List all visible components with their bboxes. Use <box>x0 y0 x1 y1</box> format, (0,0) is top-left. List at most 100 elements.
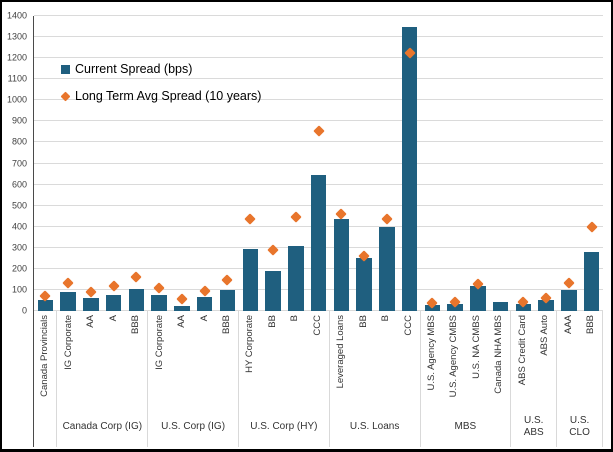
bar-slot <box>375 16 398 311</box>
category-label-cell: BB <box>352 311 374 406</box>
category-label-cell: BBB <box>216 311 238 406</box>
bar-slot <box>512 16 535 311</box>
current-spread-bar <box>310 175 327 311</box>
group-label: MBS <box>454 420 477 432</box>
long-term-avg-diamond <box>130 271 143 283</box>
category-label-cell: BBB <box>580 311 602 406</box>
category-label: BB <box>266 315 278 328</box>
current-spread-bar <box>151 295 167 311</box>
category-label-cell: B <box>284 311 306 406</box>
y-tick-label: 400 <box>11 221 27 232</box>
category-label-cell: U.S. Agency CMBS <box>443 311 465 406</box>
category-label: A <box>198 315 210 322</box>
long-term-avg-diamond <box>176 293 188 306</box>
category-label-cell: B <box>375 311 397 406</box>
category-tick-row: U.S. Agency MBS U.S. Agency CMBS U.S. NA C… <box>421 311 511 406</box>
y-tick-label: 1300 <box>6 31 27 42</box>
category-label-cell: U.S. Agency MBS <box>421 311 443 406</box>
gridline <box>34 57 603 59</box>
category-label-cell: AA <box>171 311 193 406</box>
group-label: U.S. CLO <box>569 415 590 438</box>
y-tick-label: 800 <box>11 136 27 147</box>
category-label: CCC <box>311 315 323 336</box>
gridline <box>34 78 603 80</box>
category-group: U.S. Agency MBS U.S. Agency CMBS U.S. NA C… <box>419 311 511 447</box>
category-tick-row: Canada Provincials <box>34 311 56 406</box>
current-spread-bar <box>470 285 486 311</box>
bar-group <box>512 16 558 311</box>
category-label-cell: HY Corporate <box>239 311 261 406</box>
current-spread-bar <box>379 226 395 311</box>
long-term-avg-diamond <box>244 213 256 226</box>
category-label: IG Corporate <box>153 315 165 370</box>
y-tick-label: 200 <box>11 263 27 274</box>
category-label-cell: IG Corporate <box>57 311 79 406</box>
bar-slot <box>80 16 103 311</box>
y-axis-labels: 0 100 200 300 400 500 600 700 800 900 1000 1100 1200… <box>2 11 31 315</box>
bar-slot <box>558 16 581 311</box>
category-label-cell: CCC <box>306 311 328 406</box>
bar-slot <box>284 16 307 311</box>
long-term-avg-diamond <box>335 208 347 220</box>
category-group: AAA BBB U.S. CLO <box>556 311 602 447</box>
bar-slot <box>398 16 421 311</box>
category-label-cell: A <box>193 311 215 406</box>
current-spread-bar <box>265 270 281 311</box>
long-term-avg-diamond <box>563 276 575 289</box>
bar-slot <box>171 16 194 311</box>
bar-slot <box>102 16 125 311</box>
y-tick-label: 1400 <box>6 10 27 21</box>
current-spread-bar <box>515 303 532 311</box>
group-label: Canada Corp (IG) <box>62 420 143 432</box>
y-tick-label: 700 <box>11 158 27 168</box>
category-label: BBB <box>220 315 232 335</box>
category-label-cell: ABS Auto <box>534 311 556 406</box>
bar-swatch-icon <box>61 64 70 74</box>
category-label: BBB <box>585 315 597 335</box>
y-tick-label: 100 <box>11 284 27 295</box>
current-spread-bar <box>288 245 304 311</box>
category-tick-row: Leveraged Loans BB B CCC <box>330 311 420 406</box>
category-label: AA <box>176 315 188 328</box>
long-term-avg-diamond <box>221 274 234 287</box>
bar-group <box>148 16 239 311</box>
bar-slot <box>262 16 285 311</box>
long-term-avg-diamond <box>381 213 393 226</box>
category-label-cell: U.S. NA CMBS <box>465 311 487 406</box>
gridline <box>34 162 603 164</box>
category-label-cell: Canada NHA MBS <box>488 311 510 406</box>
category-label-cell: CCC <box>397 311 419 406</box>
current-spread-bar <box>105 295 122 311</box>
current-spread-bar <box>60 292 76 311</box>
group-label <box>34 406 56 447</box>
gridline <box>34 15 603 16</box>
bar-slot <box>489 16 512 311</box>
category-group: ABS Credit Card ABS Auto U.S. ABS <box>510 311 556 447</box>
legend: Current Spread (bps) Long Term Avg Sprea… <box>60 62 261 116</box>
y-tick-label: 1200 <box>6 52 27 63</box>
y-tick-label: 1000 <box>6 94 27 105</box>
bar-slot <box>307 16 330 311</box>
long-term-avg-diamond <box>153 282 165 294</box>
bar-slot <box>466 16 489 311</box>
category-group: IG Corporate AA A BBB U.S. Corp (IG) <box>147 311 238 447</box>
current-spread-bar <box>174 305 190 311</box>
y-tick-label: 300 <box>11 242 27 253</box>
category-label-cell: Leveraged Loans <box>330 311 352 406</box>
category-label: B <box>380 315 392 322</box>
y-tick-label: 900 <box>11 115 27 126</box>
bar-group <box>558 16 604 311</box>
legend-label: Current Spread (bps) <box>75 62 193 76</box>
category-label: ABS Auto <box>539 315 551 356</box>
y-tick-label: 0 <box>21 305 27 316</box>
plot-area: Current Spread (bps) Long Term Avg Sprea… <box>34 15 604 311</box>
current-spread-bar <box>128 288 145 311</box>
bar-group <box>34 16 57 311</box>
category-label-cell: A <box>102 311 124 406</box>
legend-item-long-term-avg: Long Term Avg Spread (10 years) <box>60 89 261 103</box>
category-label: A <box>107 315 119 322</box>
current-spread-bar <box>583 252 600 311</box>
group-label: U.S. ABS <box>523 415 544 438</box>
group-label: U.S. Corp (IG) <box>161 420 226 432</box>
category-label-cell: Canada Provincials <box>34 311 56 406</box>
